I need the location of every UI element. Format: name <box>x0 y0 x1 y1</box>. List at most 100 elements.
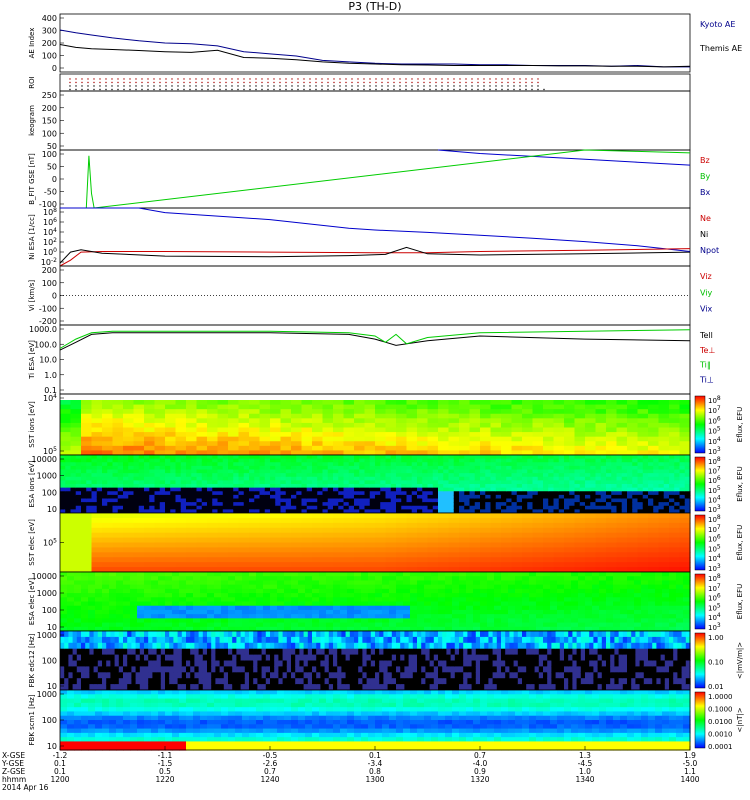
y-axis-label: ESA ions [eV] <box>28 460 36 507</box>
x-tick-time: 1240 <box>260 775 279 784</box>
y-tick-label: 10-2 <box>41 257 57 267</box>
y-tick-label: 0 <box>52 64 57 73</box>
x-row-label: Y-GSE <box>1 759 24 768</box>
y-tick-label: 104 <box>43 227 57 237</box>
y-tick-label: 105 <box>43 538 57 548</box>
colorbar-tick-label: 1.0000 <box>708 693 733 701</box>
y-tick-label: 200 <box>42 104 57 113</box>
x-tick-time: 1220 <box>155 775 174 784</box>
y-tick-label: 250 <box>42 91 57 100</box>
y-tick-label: 0.1 <box>44 386 57 395</box>
y-tick-label: -100 <box>39 304 57 313</box>
colorbar-tick-label: 107 <box>708 583 721 593</box>
x-tick-x-gse: -0.5 <box>263 751 278 760</box>
series-kyoto-ae <box>59 29 690 68</box>
series-ti- <box>59 329 691 349</box>
y-axis-label: AE Index <box>28 28 36 59</box>
legend-entry: Themis AE <box>699 44 742 53</box>
y-tick-label: 100 <box>42 488 57 497</box>
y-axis-label: Ti ESA [eV] <box>28 340 36 380</box>
y-tick-label: 10 <box>47 682 57 691</box>
legend-entry: Viz <box>700 272 712 281</box>
x-tick-y-gse: -4.5 <box>578 759 593 768</box>
y-axis-label: Vi [km/s] <box>28 280 36 311</box>
colorbar-tick-label: 108 <box>708 514 721 524</box>
panel-frame <box>59 90 691 151</box>
y-axis-label: SST elec [eV] <box>28 519 36 566</box>
x-row-label: Z-GSE <box>2 767 26 776</box>
x-tick-z-gse: 0.1 <box>54 767 66 776</box>
colorbar <box>694 456 706 512</box>
series-by <box>85 149 691 209</box>
y-tick-label: 100 <box>43 247 57 257</box>
y-tick-label: 200 <box>42 39 57 48</box>
y-tick-label: 400 <box>42 14 57 23</box>
colorbar-tick-label: 105 <box>708 426 721 436</box>
colorbar-tick-label: 108 <box>708 395 721 405</box>
panel-fbk_scm: FBK scm1 [Hz] 1000 100 10 1.0000 0.1000 0.0100… <box>28 689 744 751</box>
x-tick-y-gse: -4.0 <box>473 759 488 768</box>
y-tick-label: 1000 <box>37 631 57 640</box>
x-tick-z-gse: 1.1 <box>684 767 696 776</box>
panel-bfit: B_FIT GSE [nT] 100 50 0 -50 -100 Bz By Bx <box>28 149 710 209</box>
y-axis-label: keogram <box>28 105 36 136</box>
legend-entry: Ne <box>700 214 711 223</box>
colorbar-tick-label: 104 <box>708 612 721 622</box>
x-tick-z-gse: 0.8 <box>369 767 381 776</box>
y-tick-label: -50 <box>44 188 57 197</box>
x-tick-time: 1320 <box>470 775 489 784</box>
x-tick-z-gse: 0.9 <box>474 767 486 776</box>
colorbar-label: Eflux, EFU <box>736 407 744 442</box>
y-tick-label: 100 <box>42 129 57 138</box>
x-tick-x-gse: -1.2 <box>53 751 68 760</box>
colorbar-label: Eflux, EFU <box>736 584 744 619</box>
y-tick-label: 0 <box>52 175 57 184</box>
y-tick-label: 100 <box>42 150 57 159</box>
y-tick-label: 1000.0 <box>29 325 57 334</box>
legend-entry: Ti‖ <box>699 361 711 370</box>
colorbar-tick-label: 107 <box>708 405 721 415</box>
x-tick-x-gse: -1.1 <box>158 751 173 760</box>
y-tick-label: 0 <box>52 292 57 301</box>
series-ne <box>59 248 691 267</box>
y-tick-label: 50 <box>47 142 57 151</box>
colorbar <box>694 395 706 454</box>
legend-entry: Ti⊥ <box>699 375 714 384</box>
colorbar-label: <|mV/m|> <box>736 642 744 679</box>
colorbar-tick-label: 108 <box>708 456 721 466</box>
colorbar <box>694 632 706 689</box>
x-row-label: 2014 Apr 16 <box>2 783 49 792</box>
y-tick-label: 10 <box>47 505 57 514</box>
x-tick-x-gse: 0.1 <box>369 751 381 760</box>
legend-entry: Tell <box>699 331 713 340</box>
colorbar-tick-label: 103 <box>708 563 721 573</box>
colorbar-tick-label: 107 <box>708 466 721 476</box>
y-tick-label: 10 <box>47 623 57 632</box>
colorbar-tick-label: 0.0010 <box>708 731 733 739</box>
colorbar-label: Eflux, EFU <box>736 525 744 560</box>
colorbar-tick-label: 105 <box>708 485 721 495</box>
x-tick-y-gse: -5.0 <box>683 759 698 768</box>
panel-fbk_edc: FBK edc12 [Hz] 1000 100 10 1.00 0.10 0.01 <|mV/… <box>28 630 744 691</box>
y-axis-label: SST ions [eV] <box>28 401 36 448</box>
x-row-label: X-GSE <box>2 751 25 760</box>
chart-title: P3 (TH-D) <box>348 0 401 13</box>
x-tick-x-gse: 1.9 <box>684 751 696 760</box>
y-tick-label: 100 <box>42 279 57 288</box>
colorbar-tick-label: 108 <box>708 573 721 583</box>
panel-frame <box>59 324 691 395</box>
colorbar <box>694 691 706 749</box>
x-tick-z-gse: 1.0 <box>579 767 591 776</box>
legend-entry: Kyoto AE <box>700 20 735 29</box>
y-tick-label: 1000 <box>37 472 57 481</box>
legend-entry: Ni <box>700 230 708 239</box>
colorbar-tick-label: 1.00 <box>708 634 724 642</box>
x-tick-y-gse: -1.5 <box>158 759 173 768</box>
y-axis-label: ROI <box>28 76 36 88</box>
panel-sst_ion: SST ions [eV]104105108107106105104103Efl… <box>28 393 744 456</box>
panel-roi: ROI <box>28 73 691 92</box>
panel-frame <box>59 149 691 209</box>
y-tick-label: 100.0 <box>34 340 57 349</box>
x-tick-x-gse: 1.3 <box>579 751 591 760</box>
